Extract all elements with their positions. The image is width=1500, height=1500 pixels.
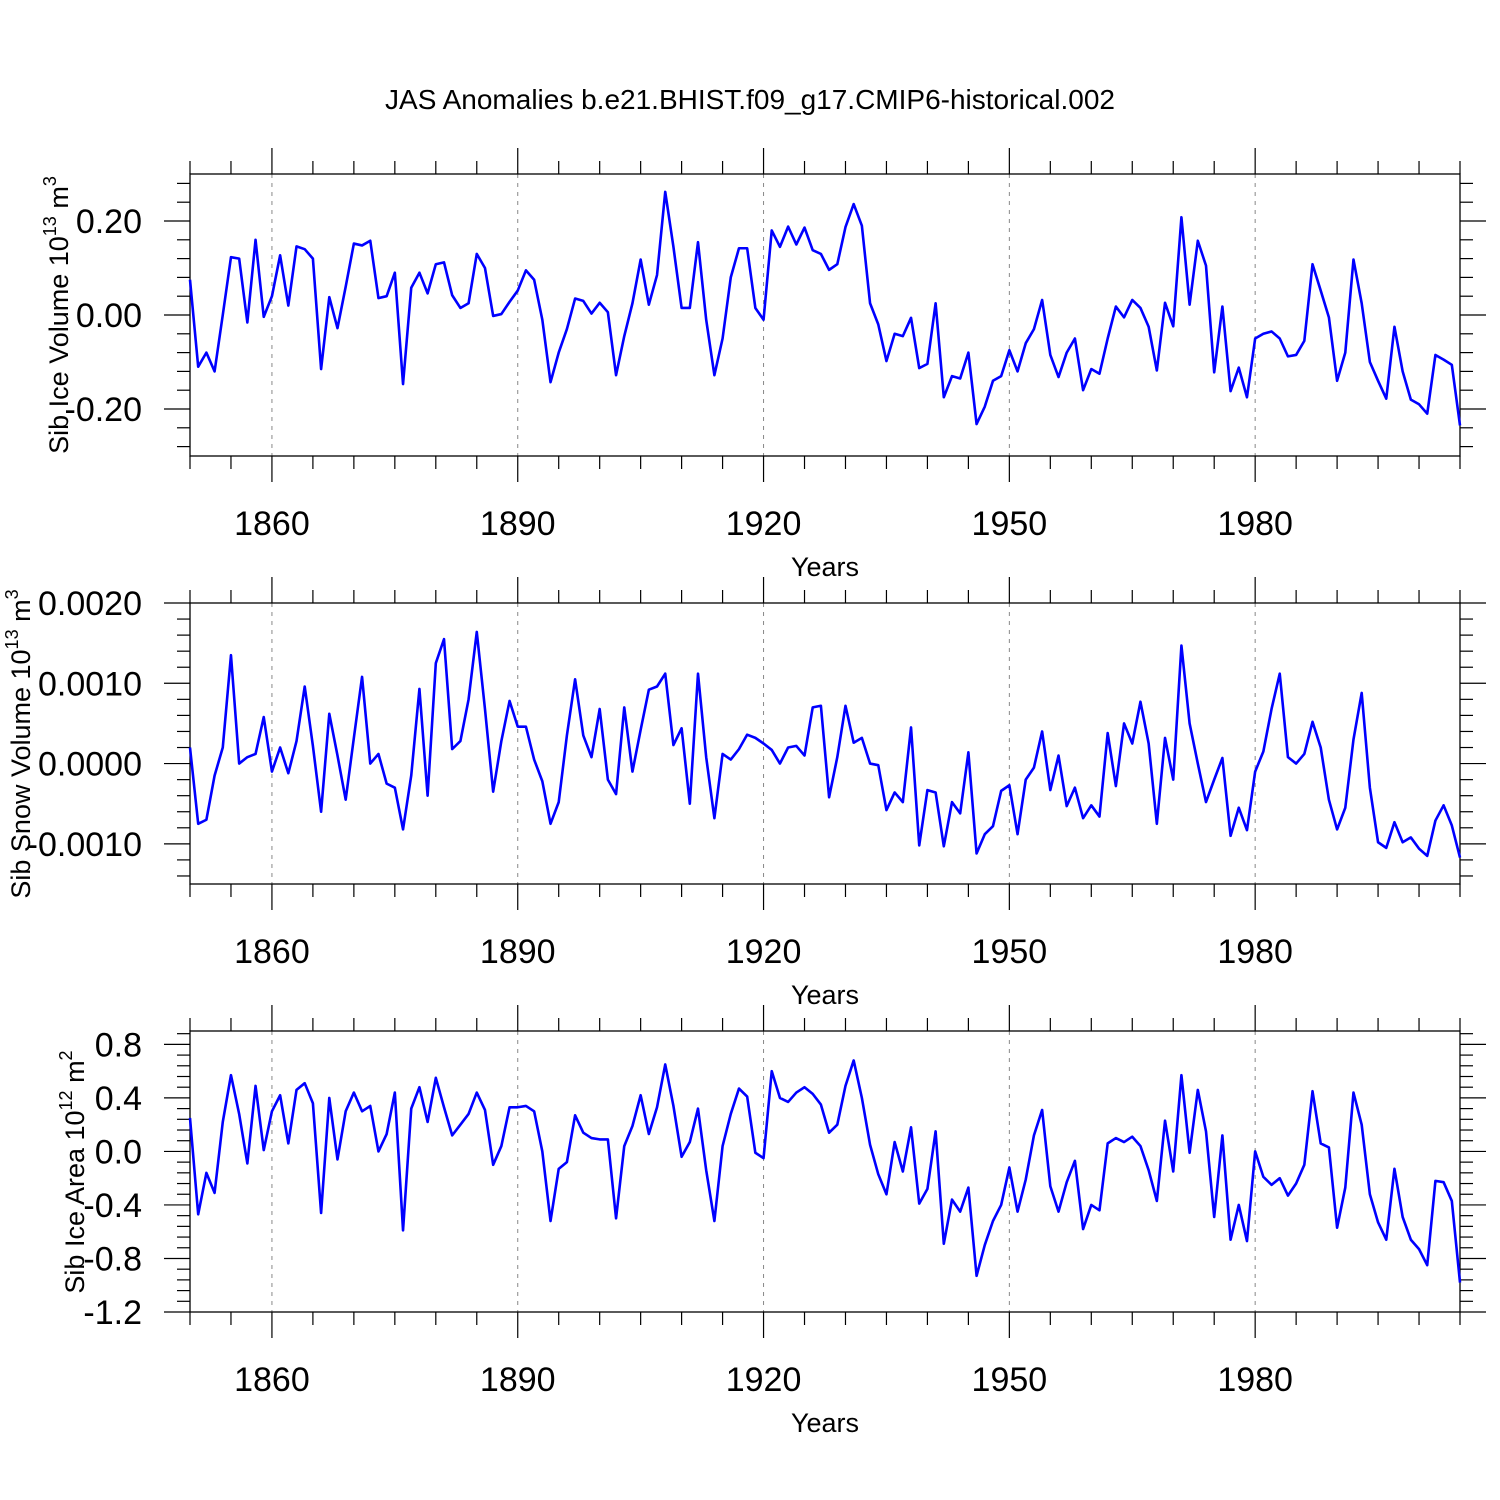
series-line (188, 630, 1462, 858)
x-tick-label: 1980 (1217, 1361, 1293, 1399)
plot-frame (189, 1030, 1461, 1313)
y-tick-label: 0.8 (95, 1026, 142, 1064)
x-tick-label: 1980 (1217, 505, 1293, 543)
y-tick-label: 0.0 (95, 1133, 142, 1171)
plot-frame (189, 602, 1461, 885)
plot-frame (189, 173, 1461, 457)
x-axis-title: Years (791, 1408, 859, 1438)
panel-sib-snow-volume: 0.0020 0.0010 0.0000 -0.0010 1860 1890 1920 195… (2, 577, 1486, 1010)
figure-title: JAS Anomalies b.e21.BHIST.f09_g17.CMIP6-… (385, 84, 1115, 115)
y-tick-label: -0.4 (83, 1187, 142, 1225)
x-tick-label: 1890 (480, 505, 556, 543)
y-tick-label: -0.20 (65, 391, 143, 429)
x-tick-label: 1860 (234, 505, 310, 543)
y-tick-label: -0.0010 (27, 826, 142, 864)
y-axis-title: Sib Snow Volume 1013 m3 (2, 589, 36, 898)
x-tick-label: 1920 (726, 505, 802, 543)
x-tick-label: 1950 (972, 1361, 1048, 1399)
x-tick-label: 1920 (726, 1361, 802, 1399)
x-axis-title: Years (791, 980, 859, 1010)
y-axis-title: Sib Ice Volume 1013 m3 (40, 176, 74, 454)
x-tick-label: 1950 (972, 505, 1048, 543)
x-axis-title: Years (791, 552, 859, 582)
series-line (188, 1059, 1462, 1283)
panel-sib-ice-area: 0.8 0.4 0.0 -0.4 -0.8 -1.2 1860 1890 1920 1950 198… (56, 1005, 1486, 1438)
x-tick-label: 1890 (480, 1361, 556, 1399)
y-tick-label: 0.0010 (38, 665, 142, 703)
y-tick-label: 0.4 (95, 1080, 142, 1118)
x-tick-label: 1980 (1217, 933, 1293, 971)
panel-sib-ice-volume: 0.20 0.00 -0.20 1860 1890 1920 1950 1980 Years Si… (40, 148, 1486, 582)
y-tick-label: -1.2 (83, 1294, 142, 1332)
x-tick-label: 1890 (480, 933, 556, 971)
y-tick-label: -0.8 (83, 1240, 142, 1278)
series-line (188, 190, 1462, 426)
x-tick-label: 1860 (234, 933, 310, 971)
x-tick-label: 1950 (972, 933, 1048, 971)
y-tick-label: 0.00 (76, 297, 142, 335)
y-tick-label: 0.20 (76, 203, 142, 241)
y-tick-label: 0.0000 (38, 746, 142, 784)
x-tick-label: 1920 (726, 933, 802, 971)
x-tick-label: 1860 (234, 1361, 310, 1399)
y-tick-label: 0.0020 (38, 585, 142, 623)
y-axis-title: Sib Ice Area 1012 m2 (56, 1050, 90, 1293)
